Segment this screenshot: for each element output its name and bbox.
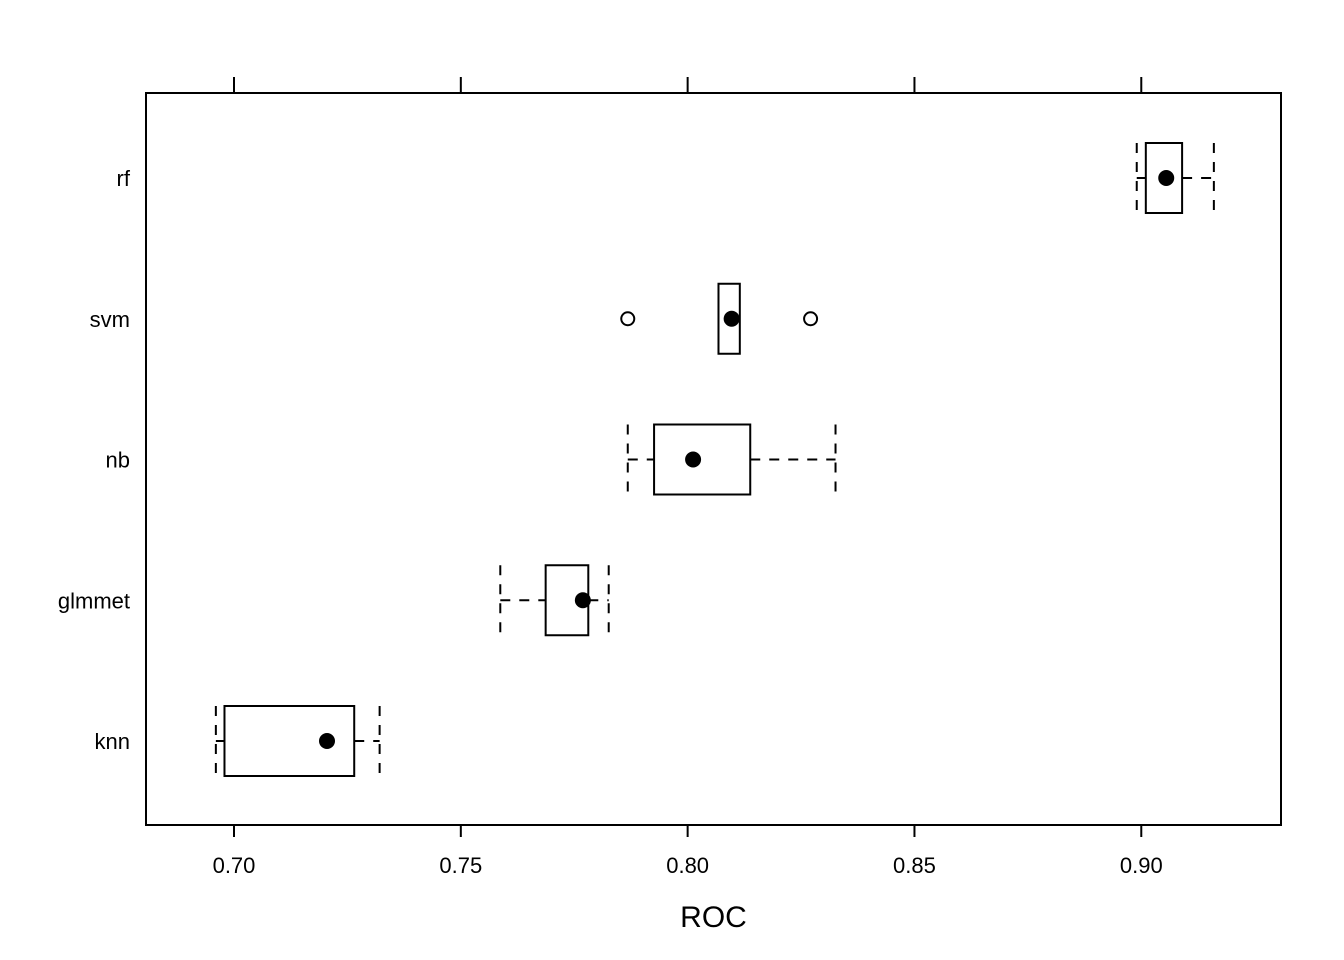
x-tick-label: 0.80 (666, 853, 709, 878)
x-axis-bottom (233, 825, 1143, 837)
box-nb (626, 423, 837, 496)
median-dot (319, 733, 336, 749)
box-iqr (717, 282, 741, 355)
box-svm (620, 282, 819, 355)
box-knn (214, 705, 381, 777)
x-axis-top (233, 77, 1143, 93)
y-category-label: glmmet (58, 588, 130, 613)
x-tick-labels: 0.70 0.75 0.80 0.85 0.90 (213, 853, 1163, 878)
box-glmmet (499, 564, 610, 637)
x-tick-label: 0.90 (1120, 853, 1163, 878)
median-dot (1158, 170, 1175, 186)
boxes-layer (214, 142, 1215, 777)
outlier-point (620, 311, 636, 327)
plot-frame (145, 92, 1282, 826)
y-category-label: nb (106, 448, 130, 473)
median-dot (574, 592, 591, 609)
x-tick-label: 0.70 (213, 853, 256, 878)
x-tick-label: 0.75 (439, 853, 482, 878)
y-category-labels: rf svm nb glmmet knn (58, 166, 131, 754)
x-axis-title: ROC (680, 901, 747, 934)
median-dot (723, 310, 740, 327)
box-rf (1135, 142, 1215, 214)
y-category-label: svm (90, 307, 130, 332)
box-iqr (653, 423, 752, 496)
y-category-label: knn (95, 729, 130, 754)
box-iqr (1144, 142, 1184, 214)
outlier-point (803, 311, 819, 327)
x-tick-label: 0.85 (893, 853, 936, 878)
box-iqr (223, 705, 356, 777)
y-category-label: rf (117, 166, 131, 191)
median-dot (685, 451, 702, 468)
